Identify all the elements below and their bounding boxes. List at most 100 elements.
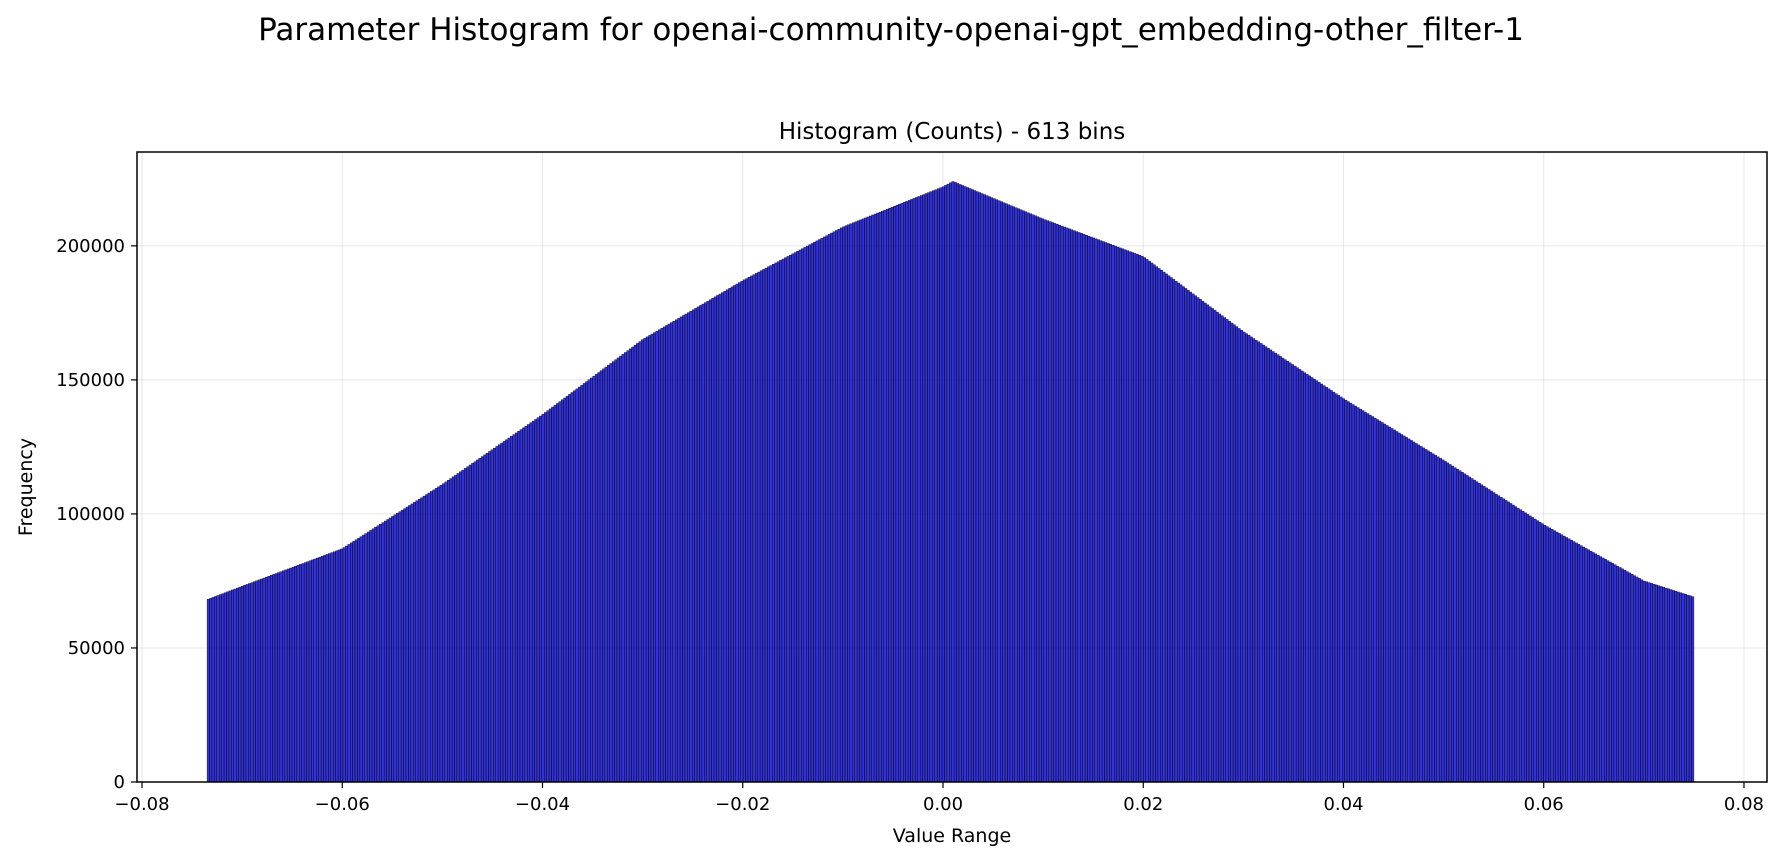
histogram-bar bbox=[621, 354, 625, 783]
histogram-bar bbox=[1007, 204, 1011, 783]
histogram-bar bbox=[568, 394, 572, 783]
histogram-bar bbox=[1293, 365, 1297, 783]
histogram-bar bbox=[507, 437, 511, 783]
histogram-bar bbox=[1429, 452, 1433, 783]
histogram-bar bbox=[1628, 572, 1632, 783]
histogram-bar bbox=[1310, 377, 1314, 783]
histogram-bar bbox=[970, 189, 974, 783]
histogram-bar bbox=[728, 288, 732, 783]
histogram-bar bbox=[1640, 579, 1644, 783]
x-axis-label: Value Range bbox=[893, 825, 1011, 847]
histogram-bar bbox=[558, 401, 562, 783]
histogram-bar bbox=[214, 596, 217, 783]
histogram-bar bbox=[1439, 458, 1442, 783]
histogram-bar bbox=[320, 556, 324, 783]
histogram-bar bbox=[575, 388, 579, 783]
histogram-bar bbox=[1545, 526, 1549, 783]
histogram-bar bbox=[968, 188, 972, 783]
histogram-bar bbox=[1196, 297, 1200, 783]
histogram-bar bbox=[924, 193, 928, 783]
histogram-bar bbox=[820, 238, 824, 783]
histogram-bar bbox=[1264, 346, 1268, 783]
histogram-bar bbox=[757, 271, 761, 783]
histogram-bar bbox=[1152, 264, 1156, 783]
histogram-bar bbox=[784, 257, 787, 783]
histogram-bar bbox=[514, 432, 518, 783]
histogram-bar bbox=[742, 279, 746, 783]
histogram-bar bbox=[383, 520, 387, 783]
histogram-bar bbox=[1405, 437, 1408, 783]
histogram-bar bbox=[1606, 560, 1610, 783]
histogram-bar bbox=[1184, 288, 1188, 783]
histogram-bar bbox=[1278, 356, 1282, 783]
histogram-bar bbox=[687, 312, 690, 783]
histogram-bar bbox=[1550, 529, 1554, 783]
histogram-bar bbox=[466, 466, 470, 783]
histogram-bar bbox=[235, 587, 239, 783]
histogram-bar bbox=[1342, 398, 1345, 783]
histogram-bar bbox=[869, 215, 872, 783]
histogram-bar bbox=[1543, 525, 1547, 783]
histogram-bar bbox=[352, 541, 356, 783]
histogram-bar bbox=[895, 205, 899, 783]
histogram-bar bbox=[1630, 574, 1634, 783]
histogram-bar bbox=[789, 254, 792, 783]
histogram-bar bbox=[396, 513, 399, 783]
histogram-bar bbox=[1140, 255, 1144, 783]
histogram-bar bbox=[912, 198, 916, 783]
histogram-bar bbox=[1089, 236, 1093, 783]
histogram-bar bbox=[539, 415, 543, 783]
histogram-bar bbox=[776, 261, 780, 783]
histogram-bar bbox=[1565, 537, 1568, 783]
histogram-bar bbox=[822, 236, 826, 783]
histogram-bar bbox=[1169, 277, 1173, 783]
histogram-bar bbox=[415, 500, 419, 783]
histogram-bar bbox=[1671, 590, 1675, 783]
histogram-bar bbox=[864, 217, 868, 783]
histogram-bar bbox=[740, 280, 744, 783]
histogram-bar bbox=[245, 584, 249, 783]
histogram-bar bbox=[808, 244, 812, 783]
histogram-bar bbox=[1536, 520, 1539, 783]
histogram-bar bbox=[1664, 587, 1668, 783]
histogram-bar bbox=[1412, 441, 1416, 783]
histogram-bar bbox=[689, 310, 693, 783]
histogram-bar bbox=[231, 589, 234, 783]
histogram-bar bbox=[1613, 564, 1617, 783]
histogram-bar bbox=[1223, 317, 1226, 783]
histogram-bar bbox=[1487, 489, 1491, 783]
histogram-bar bbox=[1150, 262, 1154, 783]
histogram-bar bbox=[1016, 208, 1020, 783]
histogram-bar bbox=[987, 196, 991, 783]
histogram-bar bbox=[1492, 492, 1496, 783]
histogram-bar bbox=[1237, 328, 1241, 783]
histogram-bar bbox=[1422, 447, 1425, 783]
histogram-bar bbox=[1519, 509, 1522, 783]
histogram-bar bbox=[1456, 468, 1459, 783]
histogram-bar bbox=[1599, 556, 1602, 783]
histogram-bar bbox=[866, 216, 870, 783]
histogram-bar bbox=[422, 495, 426, 783]
histogram-bar bbox=[1623, 570, 1627, 783]
histogram-bar bbox=[1160, 270, 1163, 783]
histogram-bars bbox=[206, 181, 1695, 783]
histogram-bar bbox=[420, 497, 424, 783]
histogram-bar bbox=[670, 322, 673, 783]
histogram-bar bbox=[1688, 595, 1692, 783]
histogram-bar bbox=[337, 549, 341, 783]
histogram-bar bbox=[277, 572, 281, 783]
histogram-bar bbox=[459, 471, 462, 783]
histogram-bar bbox=[546, 410, 550, 783]
histogram-bar bbox=[1288, 362, 1292, 783]
histogram-bar bbox=[369, 530, 373, 783]
histogram-bar bbox=[1570, 540, 1573, 783]
histogram-bar bbox=[1371, 416, 1374, 783]
histogram-bar bbox=[386, 519, 390, 783]
histogram-bar bbox=[587, 379, 591, 783]
histogram-bar bbox=[791, 253, 795, 783]
histogram-bar bbox=[565, 395, 569, 783]
histogram-bar bbox=[730, 286, 734, 783]
histogram-bar bbox=[876, 212, 880, 783]
histogram-bar bbox=[1186, 290, 1190, 783]
histogram-bar bbox=[563, 397, 567, 783]
